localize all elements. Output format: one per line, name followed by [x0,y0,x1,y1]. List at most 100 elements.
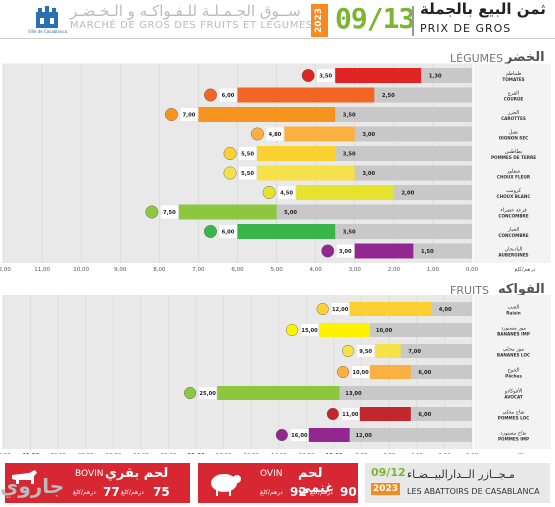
tick-label: 26,00 [105,453,121,454]
value-label-max: 6,00 [222,230,235,236]
tick-label: 46,00 [0,453,11,454]
logo-text: Ville de Casablanca [28,29,68,34]
bovin-unit: درهم/كلغ [121,489,144,496]
category-label-ar: بصل [509,130,519,136]
value-label-max: 9,50 [359,349,372,355]
category-label-ar: موز محلي [503,347,524,353]
cow-icon [12,470,37,484]
category-label-fr: POMMES IMP [498,437,529,442]
category-label-fr: BANANES LOC [497,353,530,358]
category-label-ar: الجزر [507,110,519,116]
legumes-title-ar: الخضر [505,50,545,65]
value-label-min: 3,00 [362,132,375,138]
tick-label: 0,00 [466,267,479,272]
category-label-fr: POMMES DE TERRE [491,155,536,160]
value-label-max: 10,00 [352,370,369,376]
category-label-ar: موز مستورد [501,326,526,332]
category-label-ar: العنب [508,305,520,311]
category-label-ar: الخوخ [508,368,520,374]
value-label-max: 25,00 [199,391,216,397]
tick-label: 40,00 [22,453,40,454]
prix-french: PRIX DE GROS [420,22,512,35]
category-label-fr: AUBERGINES [498,253,528,258]
abattoirs-french: LES ABATTOIRS DE CASABLANCA [407,487,540,496]
tick-label: 4,00 [411,453,424,454]
bovin-price: 75 [153,485,170,499]
city-logo-icon [36,6,58,28]
value-label-min: 7,00 [408,349,421,355]
value-label-max: 6,00 [222,93,235,99]
bar-min [349,428,472,442]
produce-icon [326,407,339,421]
produce-icon [184,386,197,400]
produce-icon [286,323,299,337]
produce-icon [301,69,315,82]
bar-min [339,386,472,400]
value-label-bg [199,387,217,399]
value-label-max: 3,00 [339,249,352,255]
legumes-title-fr: LÉGUMES [450,52,504,65]
bar-min [410,407,472,421]
bovin-unit-2: درهم/كلغ [73,489,96,496]
header: Ville de Casablanca ســوق الجـمـلـة للـف… [0,0,555,45]
watermark: جاروي [0,474,65,498]
bar-min [335,107,472,122]
category-label-ar: الأفوكادو [504,388,523,395]
bar-min [370,323,472,337]
value-label-min: 4,00 [439,307,452,313]
value-label-max: 12,00 [332,307,349,313]
ovin-french: OVIN [260,469,283,479]
abattoirs-arabic: مـجــازر الــدارالبيــضـاء [407,468,515,481]
produce-icon [250,127,264,141]
abattoirs-year: 2023 [371,483,401,495]
category-label-ar: تفاح مستورد [500,431,527,437]
produce-icon [321,244,335,258]
tick-label: 12,00 [0,267,11,272]
tick-label: 8,00 [153,267,166,272]
axis-unit: درهم/كلغ [515,266,536,272]
category-label-fr: OIGNON SEC [499,136,529,141]
value-label-min: 2,00 [401,191,414,197]
produce-icon [204,225,217,238]
tick-label: 7,00 [192,267,205,272]
category-label-ar: قرعة خضراء [500,208,527,214]
value-label-max: 15,00 [301,328,318,334]
value-label-bg [341,408,359,420]
value-label-min: 13,00 [345,391,362,397]
tick-label: 30,00 [50,453,66,454]
bar-min [431,302,472,316]
category-label-fr: CHOUX FLEUR [497,175,531,180]
bar-min [374,87,472,103]
abattoirs-date: 09/12 [371,466,406,479]
value-label-max: 11,00 [342,412,359,418]
bar-min [410,365,472,379]
value-label-bg [180,108,198,121]
category-label-fr: COURGE [504,97,524,102]
fruits-title-ar: الفواكه [498,282,545,297]
produce-icon [342,344,355,358]
category-label-ar: القرع [508,91,519,97]
label-column [474,295,551,449]
fruits-title-fr: FRUITS [450,284,489,297]
category-label-fr: Pêches [505,374,522,379]
bar-min [276,204,472,220]
tick-label: 16,00 [243,453,259,454]
ovin-unit: درهم/كلغ [310,489,333,496]
value-label-bg [301,324,319,336]
category-label-fr: TOMATES [502,77,524,82]
category-label-ar: بطاطس [505,149,522,155]
bovin-box: لحم بقري BOVIN 75 درهم/كلغ 77 درهم/كلغ [5,463,190,503]
value-label-max: 16,00 [291,433,308,439]
value-label-min: 12,00 [355,433,372,439]
sheep-icon [211,474,241,496]
produce-icon [223,166,237,180]
tick-label: 20,00 [187,453,205,454]
value-label-bg [160,205,178,219]
value-label-bg [239,166,257,180]
value-label-min: 6,00 [418,412,431,418]
label-column [474,63,551,263]
tick-label: 10,00 [325,453,343,454]
tick-label: 14,00 [271,453,287,454]
produce-icon [145,205,159,219]
tick-label: 12,00 [299,453,315,454]
